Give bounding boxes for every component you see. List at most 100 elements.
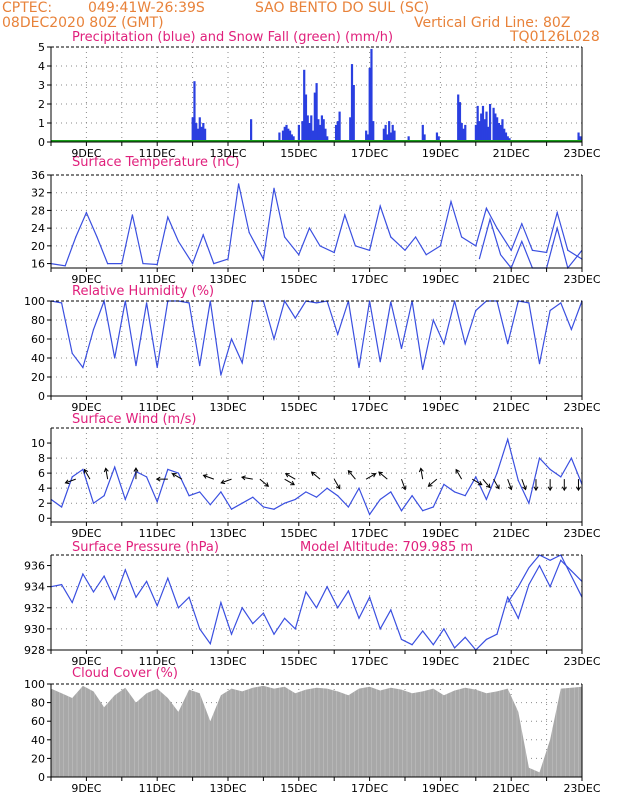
precip-bar <box>504 132 508 142</box>
wind-arrow-shaft <box>285 473 296 480</box>
pressure-point <box>411 644 413 646</box>
precip-bar <box>487 126 490 142</box>
precip-bar <box>476 105 479 142</box>
y-tick-label: 80 <box>31 697 45 710</box>
wind-point <box>167 468 169 470</box>
pressure-point <box>230 633 233 635</box>
rh-point <box>220 374 222 376</box>
wind-arrow-head <box>240 475 246 481</box>
temp-point <box>213 262 215 265</box>
temp-point <box>96 236 98 238</box>
pressure-point <box>549 586 551 588</box>
wind-point <box>337 495 339 497</box>
precip-bar <box>338 111 341 142</box>
wind-arrow-shaft <box>472 478 483 486</box>
x-tick-label: 23DEC <box>563 401 600 414</box>
pressure-point <box>284 617 286 619</box>
wind-arrow-shaft <box>347 470 356 480</box>
precip-bar <box>492 107 495 142</box>
precip-bar <box>306 115 309 142</box>
rh-point <box>379 361 381 363</box>
wind-point <box>358 487 360 489</box>
wind-arrow-head <box>418 467 424 473</box>
rh-point <box>199 365 201 367</box>
rh-point <box>135 365 137 367</box>
x-tick-label: 21DEC <box>493 273 530 286</box>
wind-point <box>496 472 498 474</box>
wind-arrow-head <box>455 468 460 474</box>
x-tick-label: 23DEC <box>563 273 600 286</box>
wind-arrow-shaft <box>507 478 512 490</box>
precip-bar <box>457 94 460 142</box>
wind-title: Surface Wind (m/s) <box>72 412 197 427</box>
pressure-point <box>570 570 572 572</box>
wind-point <box>82 468 84 470</box>
temp-point <box>262 258 264 260</box>
grid-line-label: Vertical Grid Line: 80Z <box>414 15 571 31</box>
x-tick-label: 19DEC <box>422 527 459 540</box>
pressure-point <box>507 596 509 598</box>
pressure-point <box>358 617 360 619</box>
pressure-point <box>262 612 264 614</box>
y-tick-label: 24 <box>31 222 45 235</box>
wind-point <box>177 472 180 474</box>
rh-point <box>538 363 541 365</box>
pressure-point <box>453 647 456 649</box>
y-tick-label: 934 <box>24 581 45 594</box>
pressure-point <box>443 628 445 630</box>
rh-point <box>156 366 158 369</box>
wind-arrow-head <box>103 467 109 473</box>
rh-point <box>145 302 148 304</box>
y-tick-label: 80 <box>31 314 45 327</box>
wind-arrow-shaft <box>455 469 463 480</box>
precip-bar <box>349 117 352 142</box>
x-tick-label: 13DEC <box>209 401 246 414</box>
y-tick-label: 3 <box>38 79 45 92</box>
precip-bar <box>195 123 198 142</box>
y-tick-label: 28 <box>31 204 45 217</box>
x-tick-label: 9DEC <box>71 273 101 286</box>
wind-point <box>241 502 243 504</box>
precip-bar <box>368 67 371 142</box>
wind-arrow-head <box>427 482 433 487</box>
x-tick-label: 17DEC <box>351 527 388 540</box>
x-tick-label: 15DEC <box>280 401 317 414</box>
x-tick-label: 15DEC <box>280 527 317 540</box>
precip-bar <box>365 130 368 142</box>
wind-point <box>305 491 307 493</box>
precip-bar <box>320 115 324 142</box>
precip-bar <box>292 136 295 142</box>
precip-bar <box>288 130 292 142</box>
temp-point <box>521 223 523 225</box>
temp-point <box>85 212 87 214</box>
x-tick-label: 17DEC <box>351 273 388 286</box>
x-tick-label: 17DEC <box>351 782 388 795</box>
y-tick-label: 930 <box>24 623 45 636</box>
precip-bar <box>191 117 194 142</box>
temp-point <box>156 263 158 266</box>
temp-point <box>354 245 357 247</box>
y-tick-label: 20 <box>31 752 45 765</box>
pressure-point <box>82 573 84 575</box>
pressure-point <box>199 628 201 630</box>
precip-bar <box>336 121 339 142</box>
precip-bar <box>496 117 499 142</box>
x-tick-label: 15DEC <box>280 782 317 795</box>
temp-point <box>369 249 371 251</box>
temp-point <box>531 249 534 251</box>
wind-point <box>560 476 562 478</box>
y-tick-label: 32 <box>31 187 45 200</box>
pressure-point <box>485 638 488 641</box>
precip-bar <box>503 128 506 142</box>
wind-point <box>326 487 328 489</box>
rh-point <box>507 343 509 345</box>
x-tick-label: 9DEC <box>71 655 101 668</box>
pressure-point <box>241 607 243 609</box>
x-tick-label: 13DEC <box>209 527 246 540</box>
x-tick-label: 21DEC <box>493 782 530 795</box>
pressure-point <box>390 609 392 611</box>
wind-point <box>379 498 381 501</box>
pressure-point <box>517 617 519 619</box>
wind-arrow-head <box>533 486 539 492</box>
pressure-point <box>337 607 339 609</box>
